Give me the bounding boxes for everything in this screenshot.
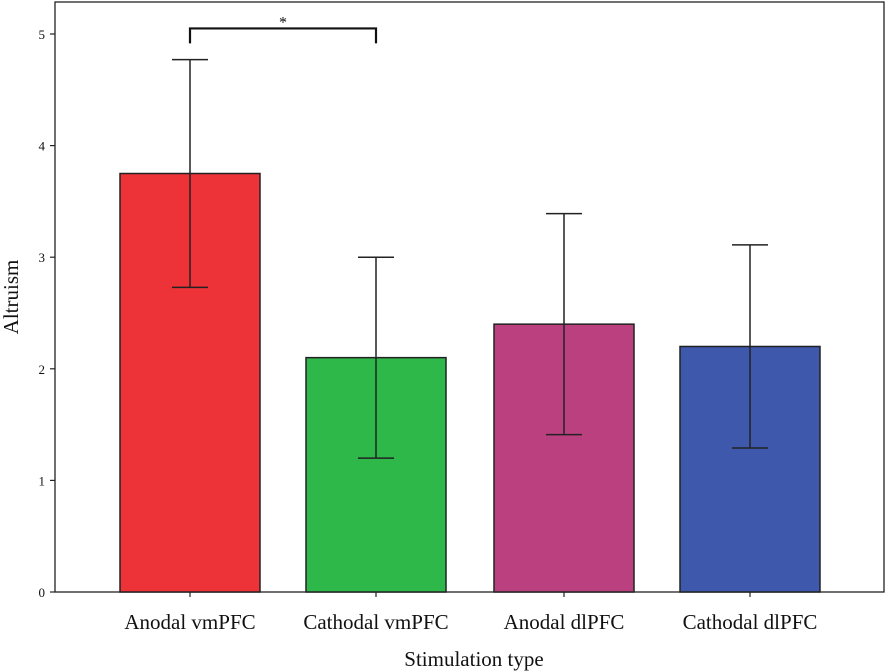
x-tick-label: Cathodal vmPFC: [303, 610, 448, 634]
y-tick-label: 5: [39, 27, 46, 42]
y-tick-label: 4: [39, 139, 46, 154]
y-tick-label: 3: [39, 250, 46, 265]
y-axis: 0 1 2 3 4 5: [39, 27, 55, 600]
y-tick-label: 2: [39, 362, 46, 377]
significance-marker: *: [279, 14, 287, 31]
annotations-group: *: [188, 14, 378, 44]
x-axis-title: Stimulation type: [404, 647, 543, 671]
significance-bracket: [188, 27, 378, 44]
y-tick-label: 0: [39, 585, 46, 600]
x-tick-label: Cathodal dlPFC: [683, 610, 818, 634]
y-tick-label: 1: [39, 473, 46, 488]
x-tick-label: Anodal vmPFC: [124, 610, 255, 634]
x-tick-label: Anodal dlPFC: [504, 610, 625, 634]
error-bars-group: [172, 58, 768, 459]
y-axis-title: Altruism: [0, 260, 23, 335]
x-axis: Anodal vmPFC Cathodal vmPFC Anodal dlPFC Ca…: [124, 592, 817, 634]
